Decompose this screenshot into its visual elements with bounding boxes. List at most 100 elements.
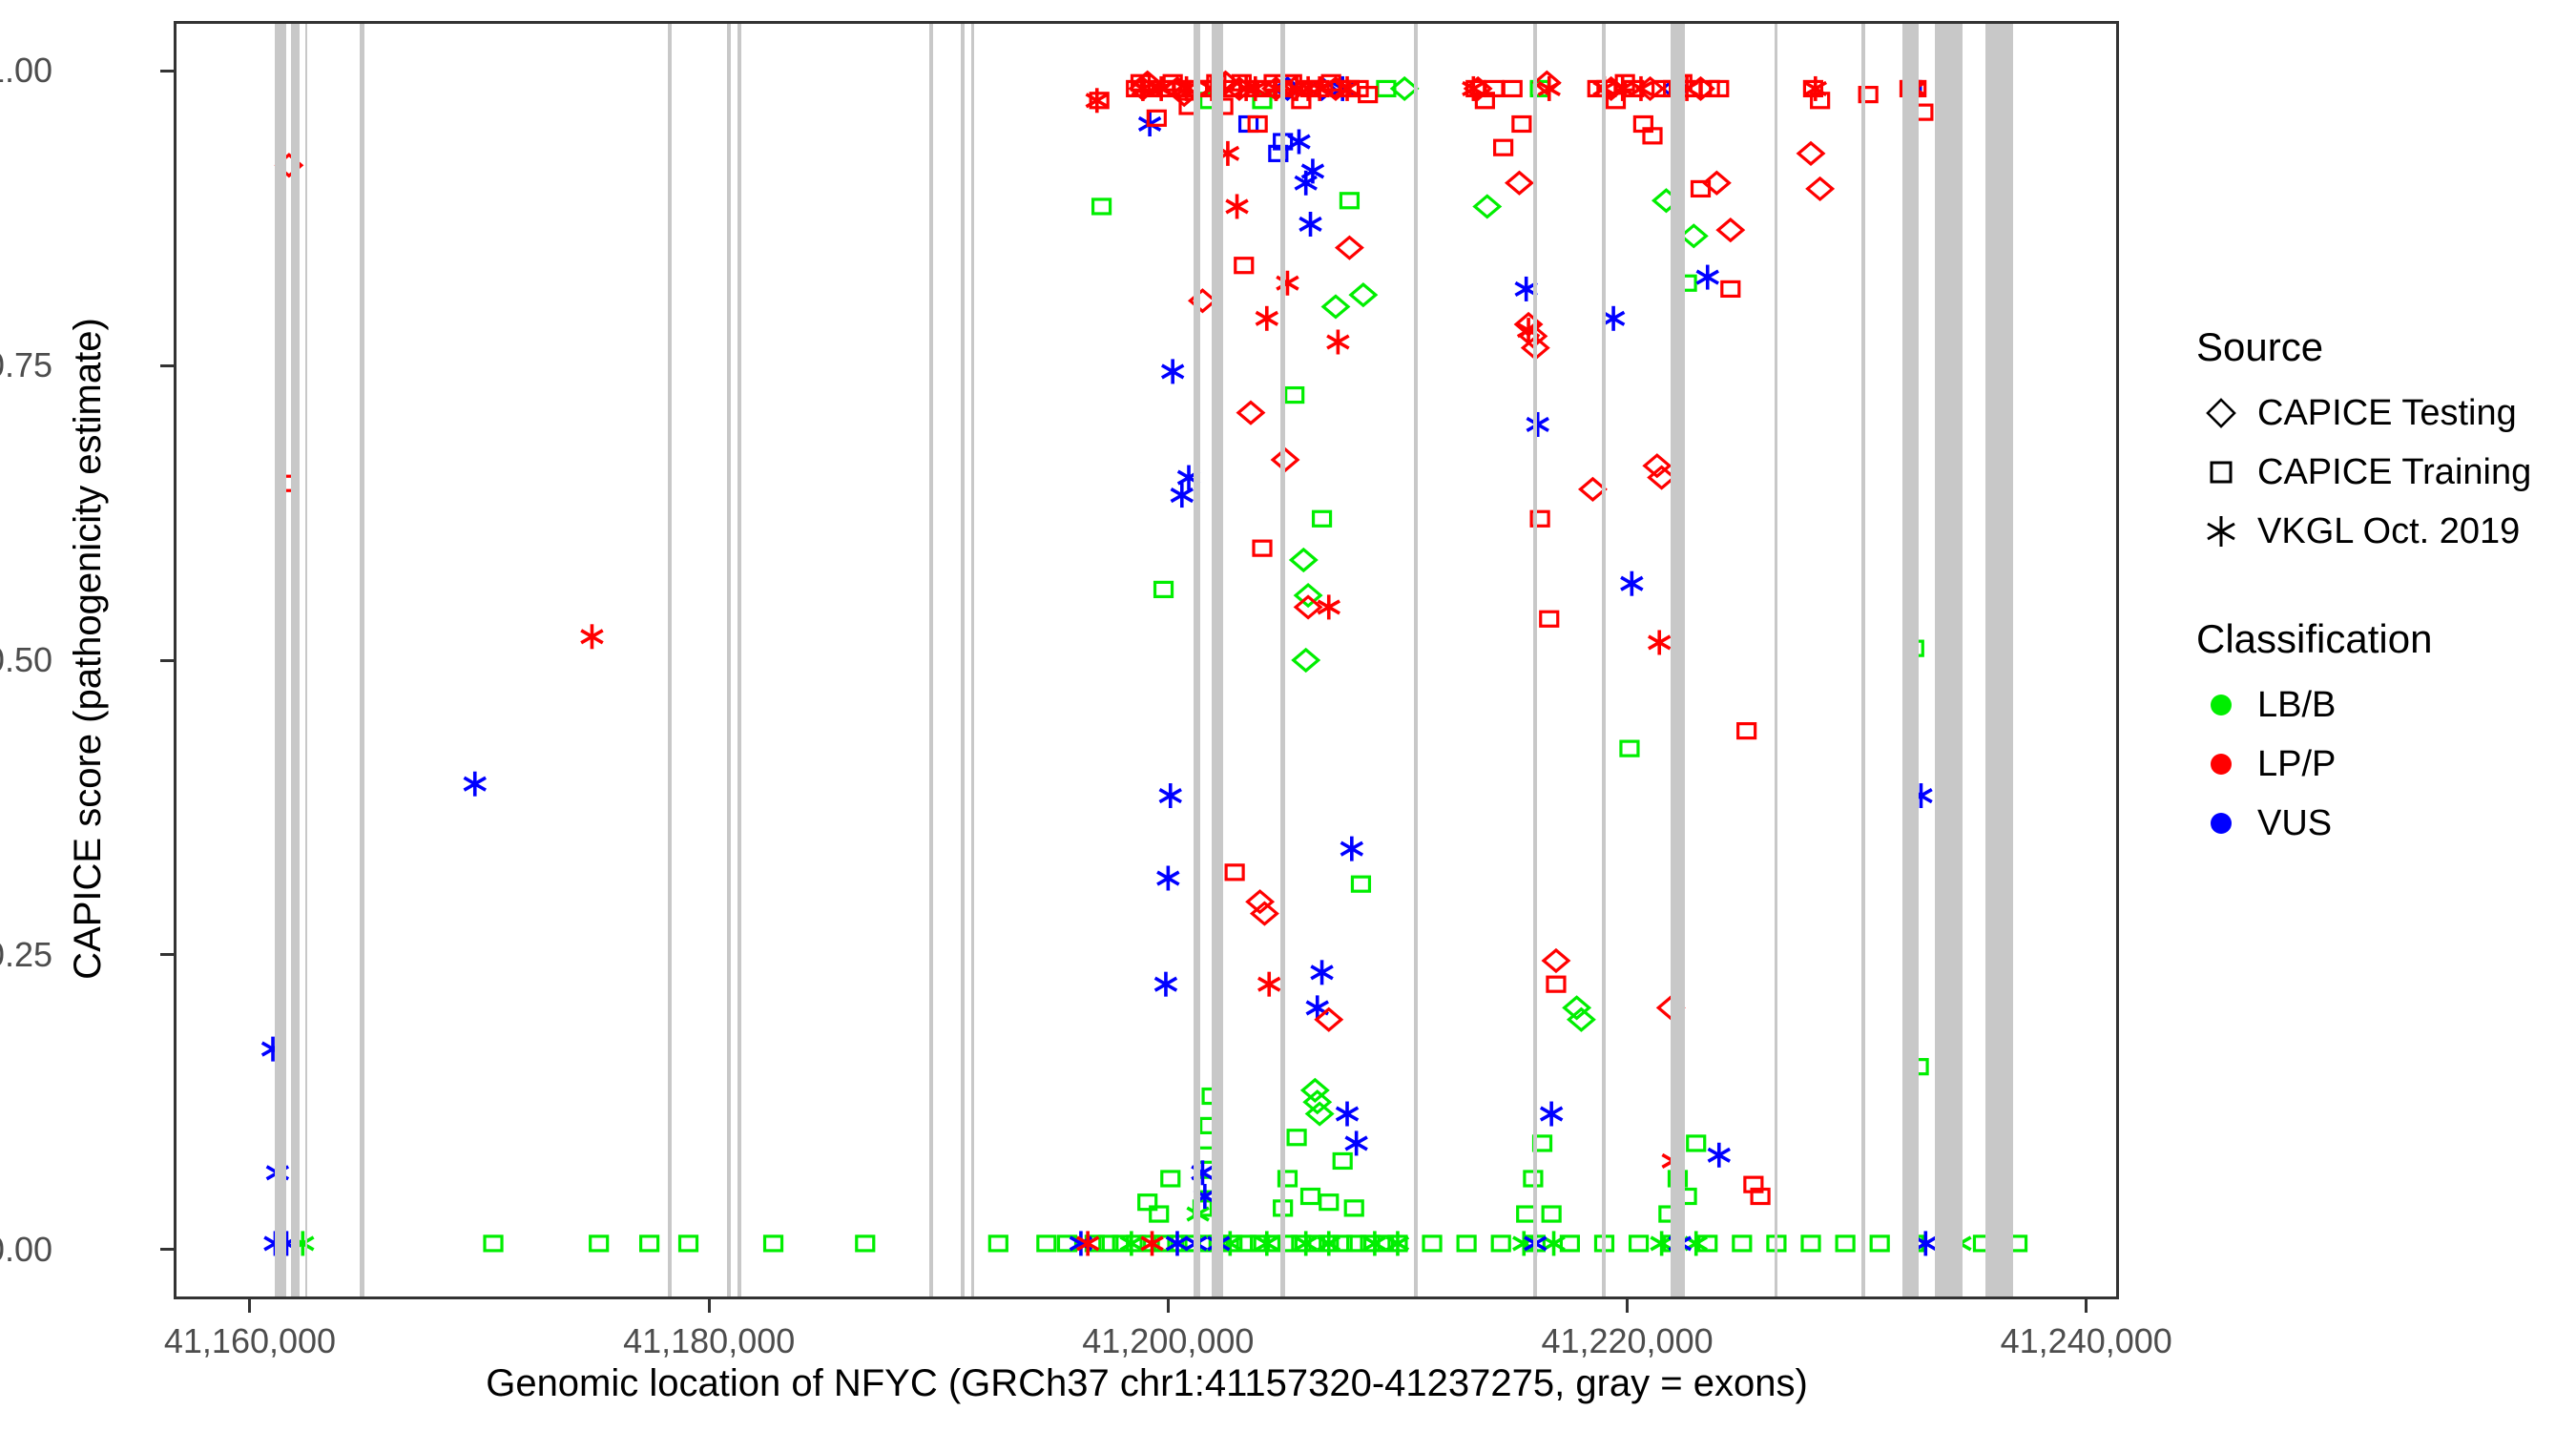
data-point — [1174, 75, 1198, 101]
data-point — [1750, 1187, 1771, 1206]
data-point — [1098, 1234, 1119, 1253]
exon-band — [737, 24, 741, 1296]
legend-item-label: LB/B — [2257, 684, 2337, 725]
x-axis-tick-mark — [248, 1299, 252, 1313]
legend-item-label: VKGL Oct. 2019 — [2257, 510, 2521, 551]
data-point — [1650, 1231, 1673, 1256]
data-point — [483, 1234, 504, 1253]
data-point — [1678, 223, 1709, 249]
data-point — [1314, 1006, 1344, 1032]
data-point — [1140, 1231, 1164, 1256]
data-point — [1869, 1234, 1890, 1253]
legend-item-label: LP/P — [2257, 743, 2337, 784]
data-point — [855, 1234, 876, 1253]
data-point — [1559, 1234, 1580, 1253]
data-point — [1225, 194, 1249, 219]
data-point — [1291, 647, 1321, 674]
data-point — [1422, 1234, 1443, 1253]
legend-item-vkgl-2019[interactable]: VKGL Oct. 2019 — [2194, 502, 2576, 561]
data-point — [1800, 1234, 1821, 1253]
data-point — [1146, 109, 1167, 127]
data-point — [1502, 79, 1523, 98]
data-point — [1690, 179, 1712, 198]
asterisk-icon — [2194, 513, 2248, 550]
data-point — [1339, 192, 1361, 210]
plot-panel — [174, 21, 2119, 1299]
data-point — [1805, 176, 1836, 202]
x-axis-tick-label: 41,220,000 — [1541, 1321, 1714, 1360]
data-point — [1268, 144, 1289, 162]
data-point — [1153, 580, 1174, 598]
exon-band — [1671, 24, 1686, 1296]
data-point — [1170, 483, 1194, 508]
data-point — [1243, 75, 1267, 101]
data-point — [987, 1234, 1008, 1253]
data-point — [1270, 446, 1300, 473]
data-point — [1835, 1234, 1856, 1253]
data-point — [1160, 359, 1185, 384]
legend-item-lp-p[interactable]: LP/P — [2194, 735, 2576, 794]
data-point — [1257, 971, 1281, 997]
data-point — [1298, 211, 1322, 237]
exon-band — [275, 24, 286, 1296]
data-point — [1628, 1234, 1650, 1253]
data-point — [1490, 1234, 1511, 1253]
data-point — [1531, 70, 1562, 95]
data-point — [1277, 1234, 1298, 1253]
data-point — [1311, 509, 1333, 528]
data-point — [1317, 1231, 1340, 1256]
circle-icon — [2194, 689, 2248, 721]
legend-item-lb-b[interactable]: LB/B — [2194, 675, 2576, 735]
data-point — [1299, 1187, 1321, 1206]
data-point — [1511, 114, 1532, 134]
data-point — [1456, 1234, 1477, 1253]
data-point — [1360, 1234, 1381, 1253]
x-axis-tick-label: 41,180,000 — [623, 1321, 796, 1360]
plot-area — [177, 24, 2116, 1296]
data-point — [1224, 863, 1245, 881]
circle-icon — [2194, 807, 2248, 840]
exon-band — [970, 24, 975, 1296]
y-axis-tick-label: 0.50 — [0, 640, 52, 679]
y-axis-tick-mark — [160, 658, 174, 662]
legend-item-capice-testing[interactable]: CAPICE Testing — [2194, 384, 2576, 443]
data-point — [1288, 547, 1319, 573]
legend-classification-title: Classification — [2196, 616, 2433, 661]
data-point — [1287, 129, 1311, 155]
data-point — [1126, 1234, 1147, 1253]
x-axis-tick-label: 41,240,000 — [2000, 1321, 2172, 1360]
data-point — [1720, 280, 1741, 299]
data-point — [1537, 75, 1561, 101]
data-point — [677, 1234, 699, 1253]
data-point — [463, 771, 487, 797]
data-point — [1546, 975, 1567, 993]
legend-item-vus[interactable]: VUS — [2194, 794, 2576, 853]
data-point — [639, 1234, 660, 1253]
data-point — [1249, 901, 1279, 926]
data-point — [1346, 1234, 1367, 1253]
data-point — [1858, 86, 1879, 104]
data-point — [1091, 197, 1112, 216]
data-point — [1707, 1142, 1731, 1168]
data-point — [1541, 1205, 1562, 1223]
data-point — [1695, 264, 1719, 290]
data-point — [1293, 594, 1323, 620]
exon-band — [929, 24, 933, 1296]
data-point — [1255, 305, 1279, 331]
data-point — [1803, 75, 1828, 101]
x-axis-tick-label: 41,160,000 — [163, 1321, 337, 1360]
data-point — [1715, 218, 1746, 243]
data-point — [1149, 75, 1174, 101]
y-axis-title: CAPICE score (pathogenicity estimate) — [66, 318, 109, 980]
data-point — [1472, 194, 1503, 219]
data-point — [1332, 1151, 1353, 1171]
legend-item-capice-training[interactable]: CAPICE Training — [2194, 443, 2576, 502]
x-axis-tick-mark — [1166, 1299, 1170, 1313]
data-point — [1056, 1234, 1078, 1253]
data-point — [1493, 138, 1514, 156]
data-point — [1119, 1231, 1144, 1256]
data-point — [1462, 75, 1485, 101]
data-point — [1234, 75, 1258, 101]
data-point — [1335, 75, 1360, 101]
data-point — [1610, 75, 1634, 101]
